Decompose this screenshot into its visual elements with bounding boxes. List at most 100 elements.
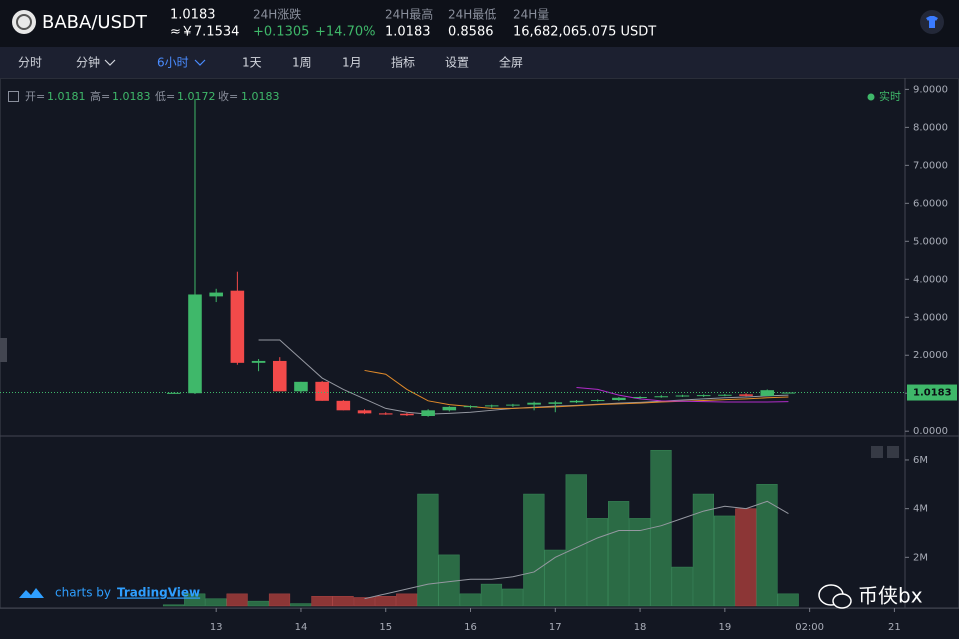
chart-frame	[0, 78, 959, 609]
volume-bar	[544, 549, 566, 607]
volume-bar	[353, 597, 375, 607]
y-tick-label: 2.0000	[913, 350, 948, 361]
x-tick-label: 16	[464, 622, 477, 633]
candle-body	[421, 410, 435, 417]
volume-bar	[629, 518, 651, 607]
logo	[12, 10, 36, 34]
candle-body	[612, 397, 626, 401]
volume-bar	[332, 596, 354, 607]
volume-bar	[480, 583, 503, 607]
volume-bar	[777, 593, 799, 607]
stat-value: +0.1305	[253, 25, 309, 40]
candle-body	[400, 413, 414, 416]
candle-body	[378, 413, 393, 415]
y2-tick-label: 4M	[913, 504, 928, 515]
volume-bar	[290, 603, 312, 607]
stat-label: 24H量	[513, 8, 549, 22]
tradingview-logo	[19, 588, 44, 598]
toolbar-item[interactable]: 指标	[391, 55, 415, 70]
toolbar-item[interactable]: 全屏	[499, 55, 523, 70]
toolbar-item[interactable]: 1月	[342, 56, 362, 70]
volume-bar	[268, 593, 291, 607]
candle-body	[230, 290, 245, 363]
charts-by: charts by	[55, 586, 111, 600]
pane-button[interactable]	[887, 446, 899, 458]
legend-label: 高=	[90, 89, 110, 103]
volume-bar	[692, 493, 715, 607]
x-tick-label: 15	[379, 622, 392, 633]
toolbar-item[interactable]: 1周	[292, 56, 312, 70]
toolbar-item[interactable]: 分时	[18, 56, 42, 70]
volume-bar	[565, 474, 587, 607]
header-bar	[0, 0, 959, 47]
stat-label: 24H涨跌	[253, 7, 301, 22]
toolbar-item[interactable]: 1天	[242, 56, 262, 70]
side-handle[interactable]	[0, 338, 7, 362]
volume-bar	[311, 596, 333, 607]
realtime-dot	[867, 93, 875, 101]
candle-body	[760, 390, 775, 396]
candle-body	[718, 394, 732, 396]
volume-bar	[714, 515, 736, 607]
y-tick-label: 3.0000	[913, 312, 948, 323]
ma-line	[364, 369, 789, 409]
candle-body	[484, 405, 499, 407]
pane-button[interactable]	[871, 446, 883, 458]
candle-body	[357, 410, 372, 414]
candle-body	[548, 402, 563, 404]
volume-bar	[671, 566, 693, 607]
volume-bar	[396, 593, 418, 607]
y2-tick-label: 2M	[913, 552, 928, 563]
realtime-label: 实时	[879, 89, 901, 103]
candle-body	[209, 292, 223, 297]
volume-bar	[374, 596, 397, 607]
legend-label: 收=	[218, 89, 238, 103]
shirt-icon	[926, 16, 938, 28]
toolbar	[0, 47, 959, 78]
candle-body	[569, 400, 584, 403]
volume-bar	[608, 501, 630, 607]
candle-body	[251, 360, 266, 363]
volume-bar	[205, 598, 227, 607]
y-tick-label: 0.0000	[913, 426, 948, 437]
stat-label: 24H最高	[385, 7, 433, 22]
x-tick-label: 17	[549, 622, 562, 633]
toolbar-item[interactable]: 设置	[445, 56, 469, 70]
legend-toggle[interactable]	[8, 91, 19, 102]
candle-body	[781, 392, 796, 394]
candle-body	[463, 406, 478, 408]
cny-price: ≈￥7.1534	[170, 25, 239, 40]
candle-body	[272, 360, 287, 392]
toolbar-item[interactable]: 6小时	[157, 56, 189, 70]
y2-tick-label: 6M	[913, 455, 928, 466]
candle-body	[294, 381, 308, 392]
volume-bar	[735, 508, 757, 607]
candle-body	[315, 381, 329, 401]
stat-label: 24H最低	[448, 8, 496, 22]
x-tick-label: 14	[295, 622, 308, 633]
candle-body	[506, 404, 520, 406]
y-tick-label: 6.0000	[913, 198, 948, 209]
last-price-label: 1.0183	[913, 388, 952, 399]
volume-bar	[184, 593, 206, 607]
last-price-tag	[907, 384, 957, 401]
stat-value: 1.0183	[385, 25, 431, 40]
chevron	[194, 59, 206, 66]
tradingview-link[interactable]: TradingView	[117, 586, 200, 600]
legend-value: 1.0183	[112, 90, 151, 103]
chevron	[104, 59, 116, 66]
volume-bar	[502, 588, 524, 607]
volume-bar	[247, 600, 269, 607]
toolbar-item[interactable]: 分钟	[76, 55, 100, 70]
stat-value: +14.70%	[315, 25, 375, 40]
watermark: 币侠bx	[858, 584, 923, 608]
candle-body	[442, 406, 457, 411]
candle-body	[167, 392, 181, 394]
symbol: BABA/USDT	[42, 12, 148, 33]
volume-bar	[756, 484, 778, 607]
ma-line	[576, 387, 789, 403]
x-tick-label: 18	[634, 622, 647, 633]
volume-bar	[586, 518, 609, 607]
wechat-icon	[832, 593, 852, 609]
